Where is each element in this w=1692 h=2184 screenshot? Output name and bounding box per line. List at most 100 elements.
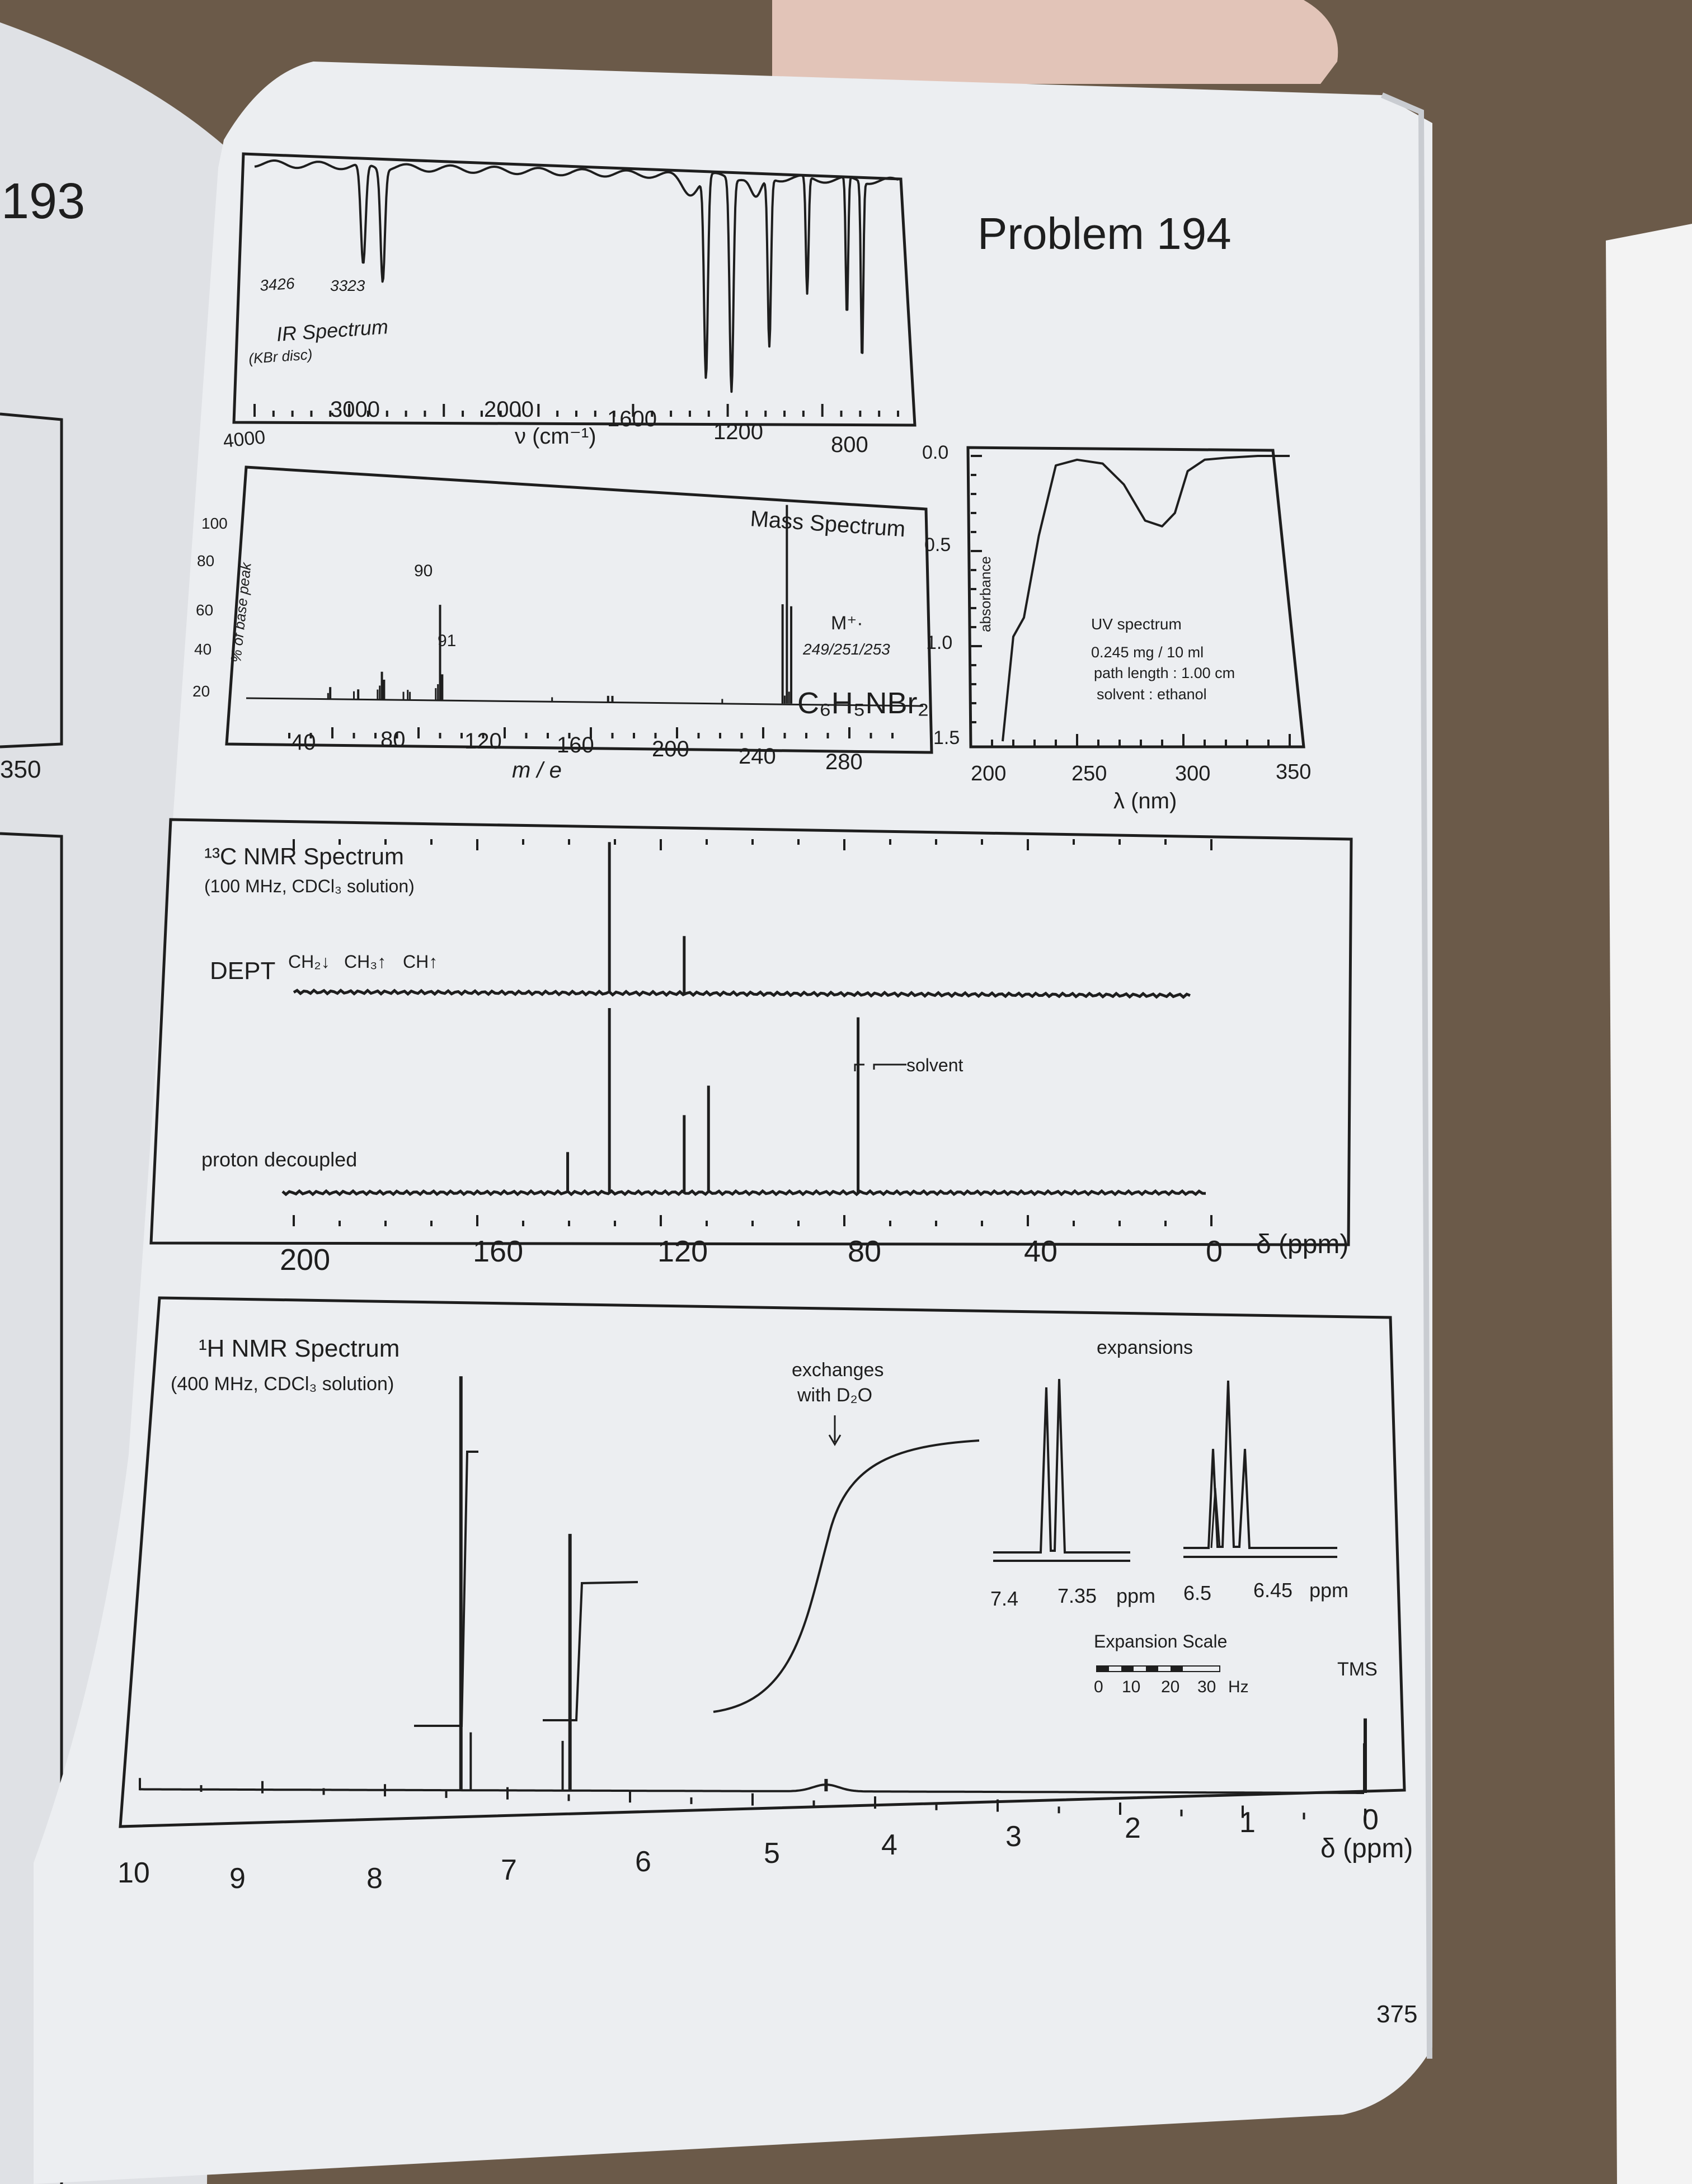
ms-ytick: 80 (197, 552, 214, 569)
ir-tick-label: 800 (831, 432, 868, 457)
dept-key-ch: CH↑ (403, 952, 438, 972)
scale-tick: Hz (1228, 1678, 1249, 1696)
c13-xtick: 200 (280, 1243, 330, 1277)
h1-integral (713, 1439, 980, 1713)
uv-ytick: 1.0 (926, 632, 952, 653)
uv-title: UV spectrum (1091, 615, 1182, 633)
expansion2-tick: ppm (1309, 1579, 1348, 1602)
c13-xtick: 40 (1024, 1235, 1058, 1268)
tms-label: TMS (1337, 1659, 1378, 1680)
uv-spectrum: 0.0 0.5 1.0 1.5 absorbance UV spectrum 0… (922, 442, 1311, 813)
h1-frame (119, 1296, 1406, 1828)
uv-xtick: 200 (971, 762, 1006, 785)
c13-xtick: 120 (657, 1235, 708, 1268)
h1-xtick: 0 (1362, 1804, 1379, 1836)
ir-frame (232, 152, 916, 427)
c13-subtitle: (100 MHz, CDCl₃ solution) (204, 876, 415, 896)
c13-nmr-spectrum: ¹³C NMR Spectrum (100 MHz, CDCl₃ solutio… (149, 818, 1353, 1277)
uv-path-length: path length : 1.00 cm (1094, 665, 1235, 681)
uv-solvent: solvent : ethanol (1097, 686, 1207, 703)
scale-tick: 0 (1094, 1678, 1103, 1696)
ms-xtick: 120 (464, 729, 502, 754)
ms-xtick: 160 (557, 733, 594, 757)
h1-xtick: 10 (118, 1857, 150, 1889)
ms-formula: C₆H₅NBr₂ (797, 686, 929, 720)
expansion1-tick: 7.35 (1058, 1584, 1097, 1607)
h1-xtick: 2 (1125, 1812, 1141, 1844)
ms-ytick: 100 (201, 515, 228, 532)
solvent-marker (854, 1063, 906, 1071)
ir-peak-label: 3426 (259, 275, 295, 294)
decoupled-baseline (281, 1189, 1206, 1197)
uv-xtick: 300 (1175, 762, 1210, 785)
expansion1-doublet (993, 1378, 1130, 1554)
h1-xtick: 6 (635, 1846, 651, 1878)
h1-title: ¹H NMR Spectrum (199, 1335, 400, 1362)
uv-xtick: 350 (1276, 760, 1311, 784)
left-page-frame (0, 412, 63, 749)
h1-xtick: 7 (501, 1854, 517, 1886)
side-sheet (1606, 224, 1692, 2184)
ms-xlabel: m / e (512, 758, 562, 783)
h1-integral (414, 1451, 478, 1727)
ms-peak-label: 90 (414, 562, 433, 580)
ir-tick-label: 3000 (330, 397, 380, 422)
scale-tick: 20 (1161, 1678, 1179, 1696)
exchange-note: exchanges (792, 1359, 883, 1381)
h1-subtitle: (400 MHz, CDCl₃ solution) (171, 1373, 394, 1395)
expansion2-tick: 6.45 (1253, 1579, 1292, 1602)
left-axis-label: 350 (0, 756, 41, 783)
ir-tick-label: 1200 (713, 420, 763, 444)
dept-baseline (293, 988, 1191, 999)
uv-xtick: 250 (1071, 762, 1107, 785)
ir-axis-label: ν (cm⁻¹) (515, 424, 596, 449)
ir-tick-label: 4000 (222, 426, 266, 452)
uv-ticks (970, 455, 1291, 747)
h1-xlabel: δ (ppm) (1320, 1834, 1413, 1863)
h1-xtick: 9 (229, 1862, 246, 1895)
expansion2-shoulder (1210, 1488, 1221, 1548)
dept-label: DEPT (210, 957, 275, 985)
ir-tick-label: 1600 (607, 407, 657, 431)
c13-title: ¹³C NMR Spectrum (204, 843, 404, 869)
ms-frame (225, 465, 933, 754)
dept-key-ch2: CH₂↓ (288, 952, 330, 972)
scale-title: Expansion Scale (1094, 1631, 1227, 1651)
uv-concentration: 0.245 mg / 10 ml (1091, 644, 1204, 661)
dept-key-ch3: CH₃↑ (344, 952, 386, 972)
c13-xtick: 160 (473, 1235, 523, 1268)
c13-frame (149, 818, 1353, 1246)
ms-peak-label: 91 (438, 632, 456, 650)
h1-baseline (140, 1783, 1364, 1794)
ir-trace-group (254, 159, 899, 393)
ms-ytick: 40 (194, 641, 212, 658)
c13-xtick: 80 (848, 1235, 881, 1268)
ms-bars (246, 505, 924, 707)
page-number: 375 (1376, 2001, 1417, 2028)
c13-traces (281, 842, 1206, 1197)
ir-ticks (253, 404, 899, 417)
h1-xtick: 5 (764, 1837, 780, 1870)
h1-xtick: 3 (1005, 1820, 1022, 1853)
h1-ticks (139, 1778, 1366, 1821)
ms-ytick: 60 (196, 601, 213, 619)
left-page-frame-2 (0, 832, 63, 2184)
expansions-label: expansions (1097, 1337, 1193, 1358)
ms-ytick: 20 (192, 682, 210, 700)
expansion1-tick: 7.4 (990, 1587, 1018, 1610)
pink-folder (772, 0, 1338, 84)
expansion-scale-bar (1096, 1665, 1220, 1672)
page-edges (1381, 92, 1432, 2059)
uv-frame (966, 446, 1305, 749)
ms-xtick: 240 (739, 744, 776, 769)
ms-xtick: 80 (380, 727, 406, 752)
uv-ytick: 0.0 (922, 442, 948, 463)
h1-xtick: 4 (881, 1829, 897, 1861)
ms-ticks (288, 727, 894, 738)
uv-ylabel: absorbance (977, 556, 994, 632)
c13-xlabel: δ (ppm) (1256, 1230, 1348, 1259)
scale-tick: 30 (1197, 1678, 1216, 1696)
ms-xtick: 280 (825, 750, 863, 774)
uv-ytick: 0.5 (924, 534, 951, 556)
